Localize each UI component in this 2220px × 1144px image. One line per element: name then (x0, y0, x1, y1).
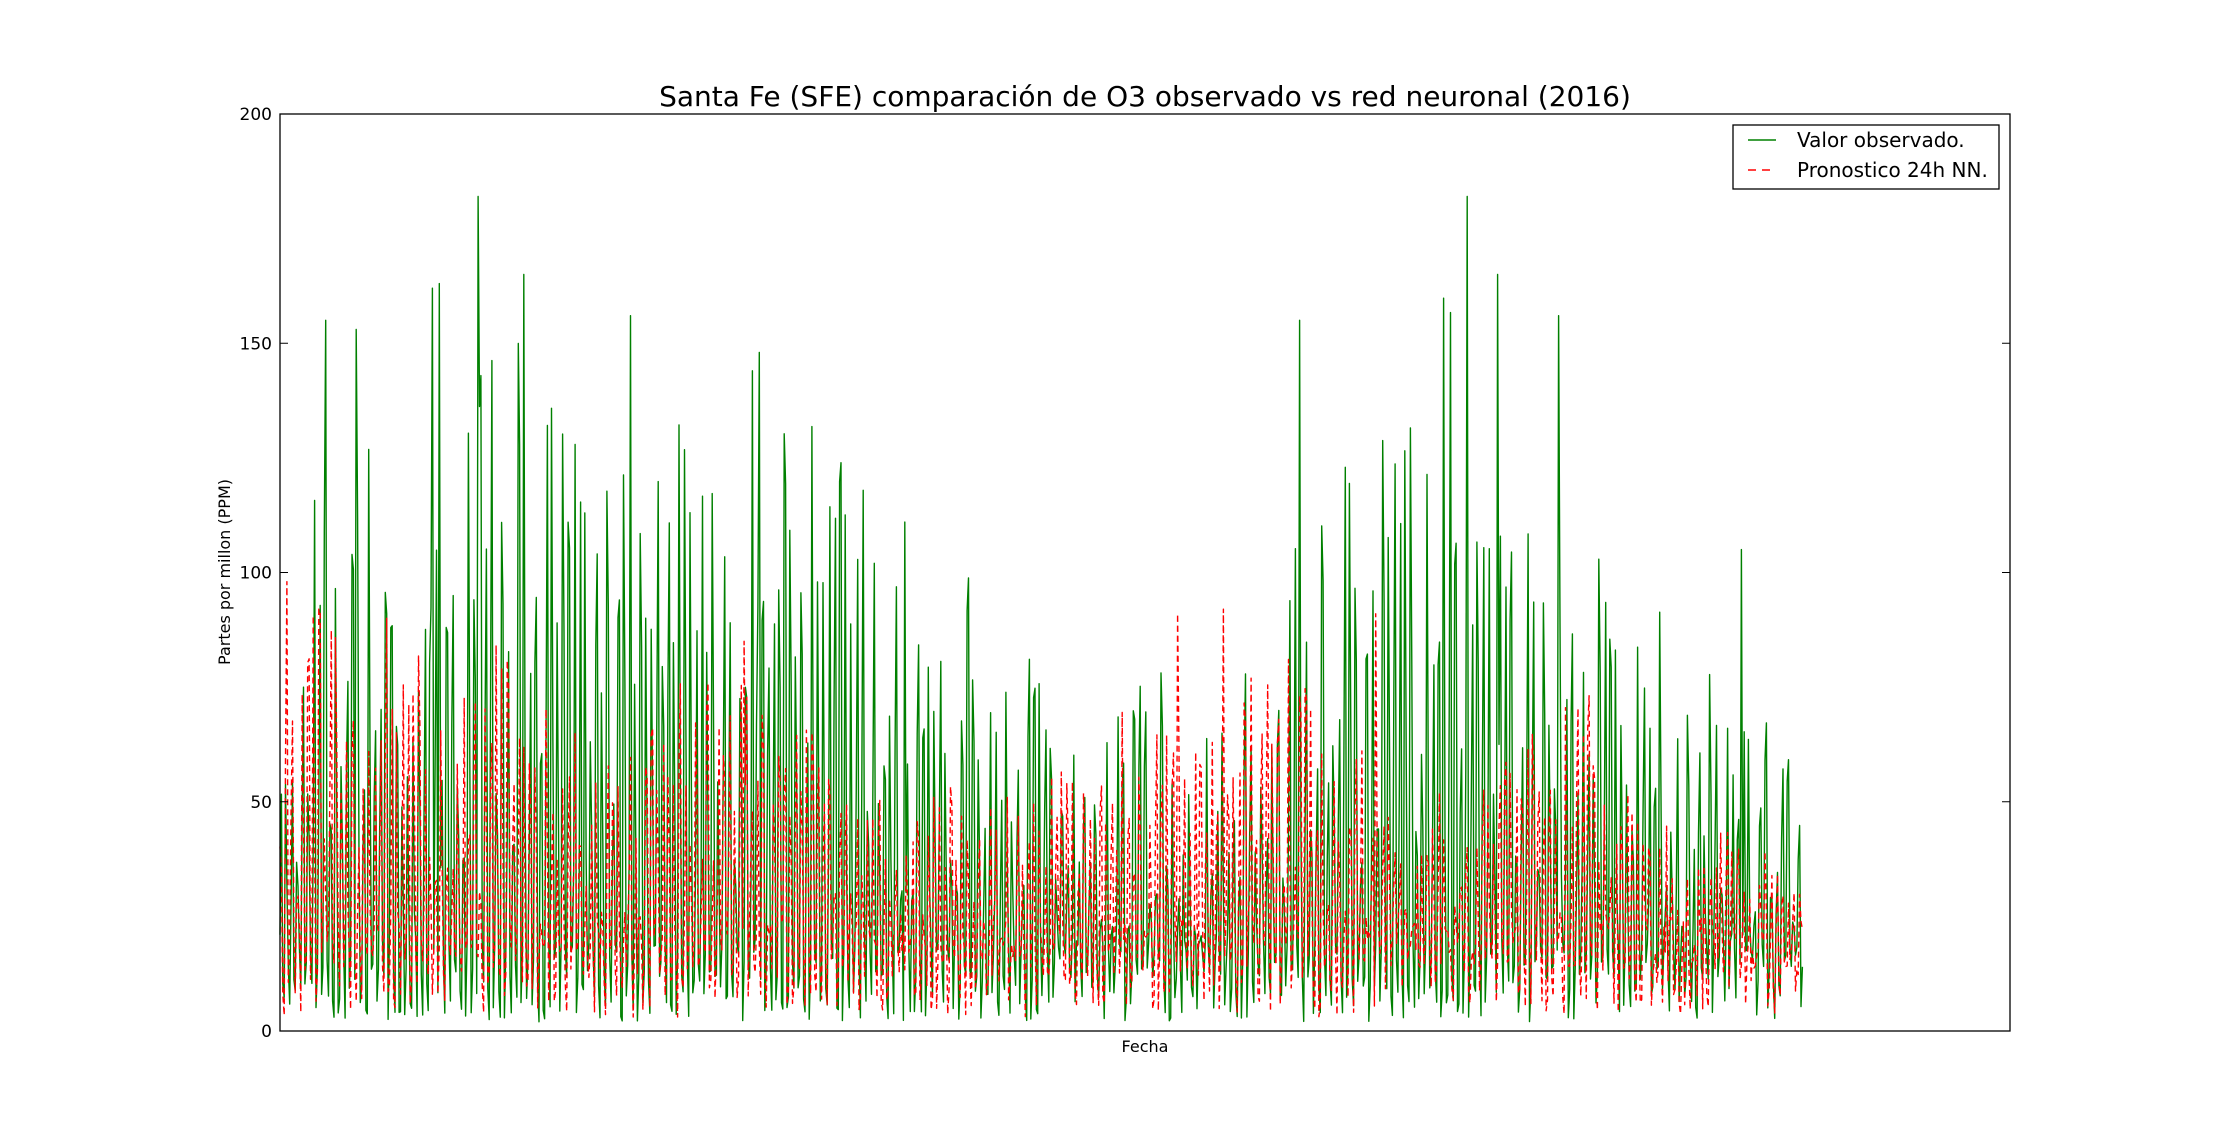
chart-title: Santa Fe (SFE) comparación de O3 observa… (659, 80, 1631, 113)
y-tick-label: 150 (240, 334, 272, 354)
series-line-forecast (279, 581, 1804, 1018)
series-line-observed (279, 195, 1804, 1023)
y-tick-label: 0 (261, 1022, 272, 1042)
y-tick-label: 200 (240, 105, 272, 125)
y-axis-label: Partes por millon (PPM) (215, 479, 234, 665)
legend-label-forecast: Pronostico 24h NN. (1797, 158, 1988, 182)
y-axis: 0 50 100 150 200 (240, 105, 2010, 1042)
y-tick-label: 100 (240, 564, 272, 584)
series-layer (279, 195, 1804, 1023)
legend-label-observed: Valor observado. (1797, 128, 1965, 152)
legend-box (1732, 124, 2000, 190)
x-axis-label: Fecha (1122, 1037, 1169, 1056)
y-tick-label: 50 (250, 793, 272, 813)
legend: Valor observado. Pronostico 24h NN. (1732, 124, 2000, 190)
